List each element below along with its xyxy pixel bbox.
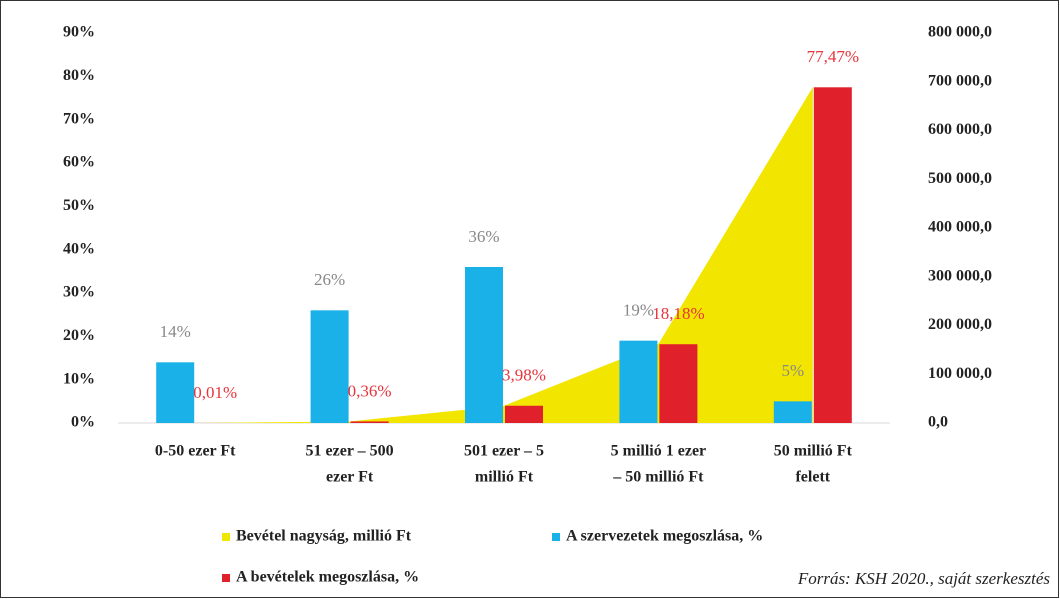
x-tick-label: felett [795, 469, 830, 486]
bar [465, 267, 503, 423]
y2-tick-label: 400 000,0 [928, 219, 992, 236]
y-tick-label: 80% [63, 67, 95, 84]
y-tick-label: 60% [63, 154, 95, 171]
y2-tick-label: 600 000,0 [928, 121, 992, 138]
data-label: 3,98% [502, 366, 546, 385]
bar [813, 87, 852, 424]
bar [659, 344, 698, 423]
y-tick-label: 10% [63, 370, 95, 387]
x-tick-label: 5 millió 1 ezer [611, 443, 707, 460]
data-label: 36% [468, 227, 499, 246]
legend-swatch [552, 533, 560, 541]
x-tick-label: millió Ft [475, 469, 534, 486]
data-label: 77,47% [807, 47, 859, 66]
y-tick-label: 40% [63, 240, 95, 257]
bar [350, 421, 389, 423]
y-tick-label: 0% [71, 414, 95, 431]
y-tick-label: 30% [63, 284, 95, 301]
data-label: 18,18% [652, 304, 704, 323]
bar [773, 401, 812, 423]
source-note: Forrás: KSH 2020., saját szerkesztés [797, 569, 1051, 588]
x-tick-label: – 50 millió Ft [612, 469, 704, 486]
y2-tick-label: 800 000,0 [928, 24, 992, 41]
bar [310, 310, 349, 423]
x-tick-label: 0-50 ezer Ft [155, 443, 236, 460]
x-tick-label: 51 ezer – 500 [306, 443, 394, 460]
bar [619, 340, 658, 423]
y2-tick-label: 700 000,0 [928, 72, 992, 89]
y2-tick-label: 100 000,0 [928, 365, 992, 382]
y-tick-label: 20% [63, 327, 95, 344]
bar [156, 362, 195, 423]
y-tick-label: 70% [63, 110, 95, 127]
bar [505, 405, 543, 423]
x-tick-label: ezer Ft [326, 469, 374, 486]
legend-swatch [222, 533, 230, 541]
y-tick-label: 90% [63, 24, 95, 41]
area [195, 87, 813, 424]
data-label: 5% [781, 361, 804, 380]
y2-tick-label: 200 000,0 [928, 316, 992, 333]
y2-tick-label: 300 000,0 [928, 267, 992, 284]
x-tick-label: 501 ezer – 5 [464, 443, 544, 460]
legend-label: A szervezetek megoszlása, % [566, 528, 763, 545]
data-label: 0,01% [193, 383, 237, 402]
x-tick-label: 50 millió Ft [774, 443, 853, 460]
y2-tick-label: 500 000,0 [928, 170, 992, 187]
legend-swatch [222, 574, 230, 582]
data-label: 0,36% [348, 381, 392, 400]
data-label: 19% [623, 301, 654, 320]
y2-tick-label: 0,0 [928, 414, 948, 431]
data-label: 26% [314, 270, 345, 289]
legend-label: Bevétel nagyság, millió Ft [236, 528, 412, 545]
legend-label: A bevételek megoszlása, % [236, 569, 419, 586]
data-label: 14% [160, 322, 191, 341]
y-tick-label: 50% [63, 197, 95, 214]
